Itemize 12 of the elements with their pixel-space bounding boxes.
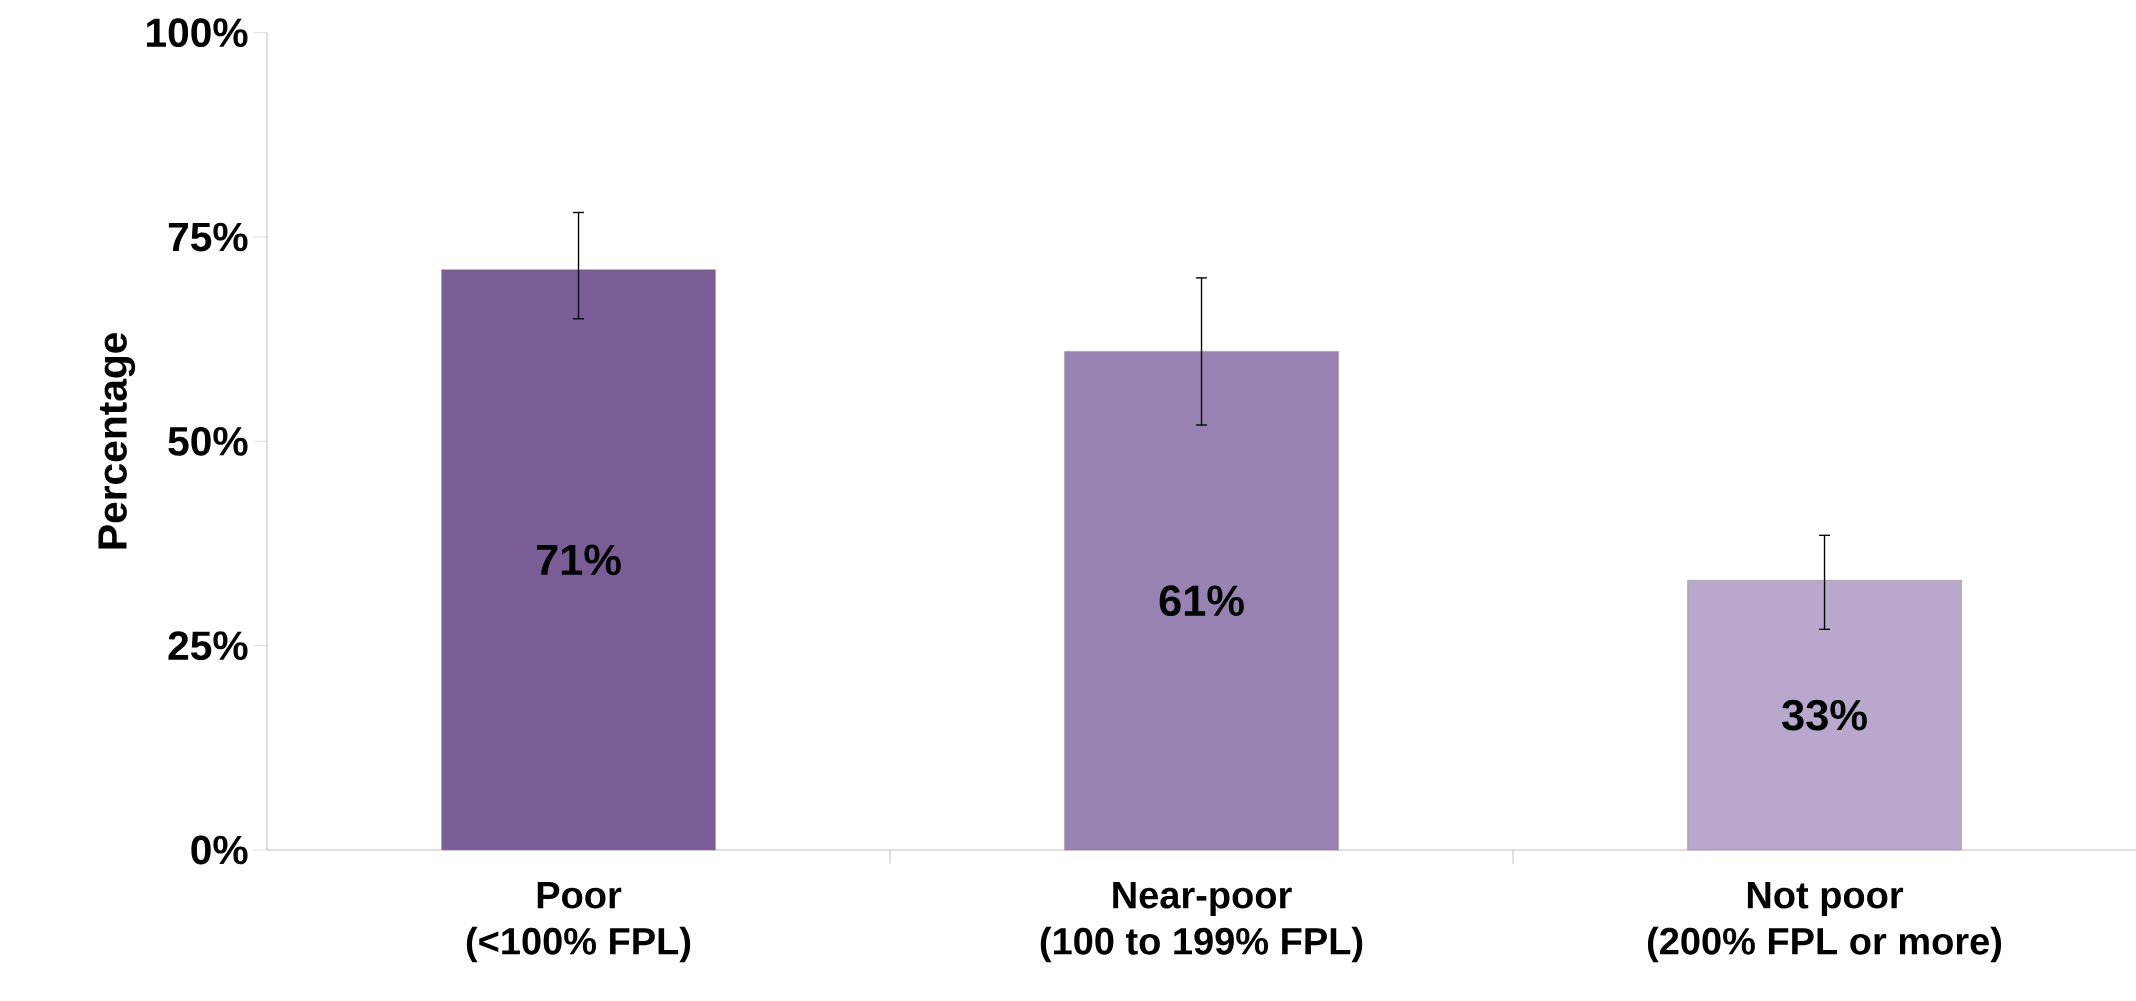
- y-tick-label: 50%: [168, 426, 248, 456]
- y-tick-label: 100%: [147, 18, 248, 47]
- x-tick-label: Near-poor (100 to 199% FPL): [1040, 881, 1363, 963]
- data-label: 61%: [1159, 585, 1244, 616]
- y-axis-title: Percentage: [98, 332, 136, 549]
- y-tick-label: 0%: [191, 835, 248, 865]
- x-tick-label: Poor (<100% FPL): [466, 881, 691, 963]
- x-tick-label: Not poor (200% FPL or more): [1647, 881, 2002, 963]
- y-tick-label: 75%: [168, 222, 248, 252]
- y-tick-label: 25%: [168, 631, 248, 660]
- data-label: 33%: [1782, 699, 1867, 731]
- data-label: 71%: [536, 544, 621, 576]
